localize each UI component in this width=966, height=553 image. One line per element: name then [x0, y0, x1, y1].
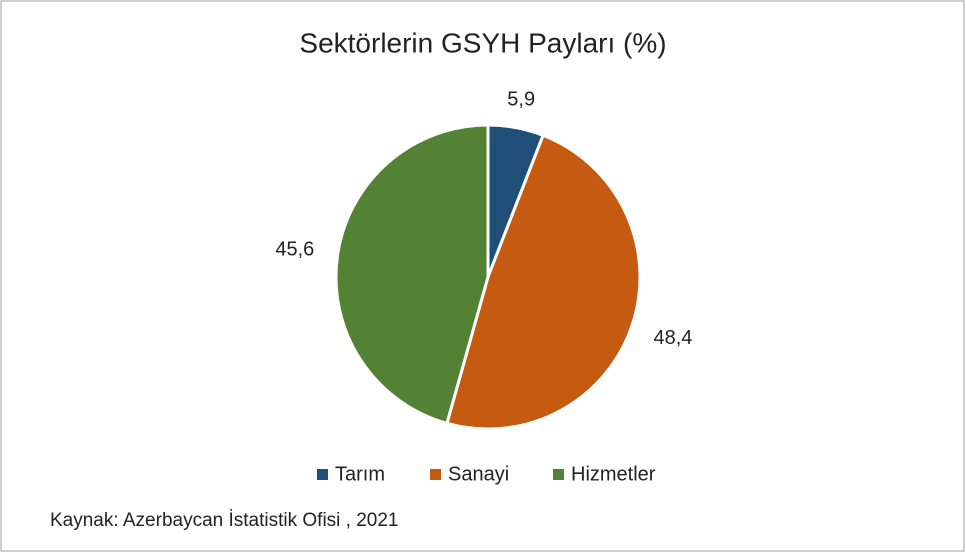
chart-title: Sektörlerin GSYH Payları (%)	[299, 27, 666, 58]
pie-slice	[334, 123, 490, 426]
data-label: 5,9	[507, 88, 535, 110]
data-label: 48,4	[653, 327, 692, 349]
pie-slice	[445, 133, 642, 431]
legend-swatch	[317, 469, 328, 480]
legend-label: Hizmetler	[571, 463, 656, 485]
legend-label: Sanayi	[448, 463, 509, 485]
legend-swatch	[430, 469, 441, 480]
legend-label: Tarım	[335, 463, 385, 485]
source-note: Kaynak: Azerbaycan İstatistik Ofisi , 20…	[50, 510, 399, 531]
data-label: 45,6	[275, 239, 314, 261]
legend-swatch	[553, 469, 564, 480]
